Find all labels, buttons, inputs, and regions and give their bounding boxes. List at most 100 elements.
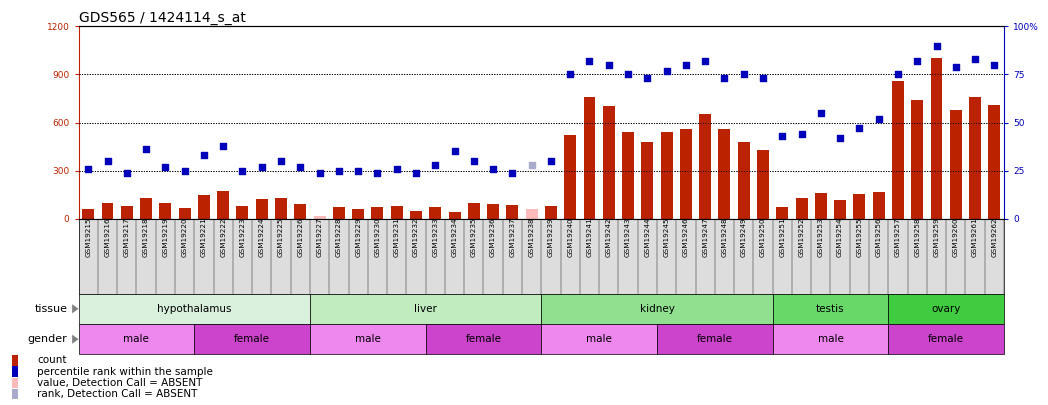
Point [581, 58, 597, 64]
Bar [795, 198, 808, 219]
Point [851, 125, 868, 132]
Bar [79, 324, 194, 354]
Bar [237, 206, 248, 219]
Bar [467, 202, 480, 219]
Bar [12, 389, 19, 399]
Bar [757, 150, 769, 219]
Bar [889, 324, 1004, 354]
Text: male: male [586, 334, 612, 344]
Point [100, 158, 116, 164]
Bar [12, 355, 19, 366]
Bar [892, 81, 904, 219]
Point [254, 164, 270, 170]
Bar [834, 200, 846, 219]
Bar [410, 211, 422, 219]
Text: female: female [465, 334, 501, 344]
Point [639, 75, 656, 81]
Point [677, 62, 694, 68]
Bar [815, 193, 827, 219]
Polygon shape [72, 335, 79, 344]
Point [619, 71, 636, 78]
Text: female: female [929, 334, 964, 344]
Point [793, 131, 810, 137]
Bar [391, 206, 402, 219]
Point [736, 71, 752, 78]
Bar [889, 294, 1004, 324]
Point [176, 167, 193, 174]
Bar [931, 58, 942, 219]
Bar [352, 209, 364, 219]
Point [485, 165, 502, 172]
Point [562, 71, 578, 78]
Point [118, 169, 135, 176]
Bar [719, 129, 730, 219]
Bar [12, 367, 19, 377]
Point [215, 142, 232, 149]
Bar [660, 132, 673, 219]
Point [909, 58, 925, 64]
Bar [159, 203, 171, 219]
Text: gender: gender [27, 334, 67, 344]
Bar [545, 206, 556, 219]
Bar [777, 207, 788, 219]
Text: ovary: ovary [932, 304, 961, 314]
Bar [430, 207, 441, 219]
Bar [623, 132, 634, 219]
Point [832, 134, 849, 141]
Point [234, 167, 250, 174]
Text: rank, Detection Call = ABSENT: rank, Detection Call = ABSENT [38, 389, 198, 399]
Polygon shape [72, 304, 79, 313]
Point [311, 169, 328, 176]
Bar [256, 199, 267, 219]
Bar [988, 105, 1001, 219]
Text: count: count [38, 356, 67, 365]
Text: value, Detection Call = ABSENT: value, Detection Call = ABSENT [38, 378, 203, 388]
Point [80, 165, 96, 172]
Point [716, 75, 733, 81]
Bar [564, 135, 576, 219]
Bar [487, 204, 499, 219]
Text: male: male [817, 334, 844, 344]
Point [196, 152, 213, 158]
Bar [178, 208, 191, 219]
Point [947, 64, 964, 70]
Bar [12, 377, 19, 388]
Point [966, 56, 983, 62]
Bar [641, 142, 653, 219]
Point [658, 67, 675, 74]
Bar [313, 216, 326, 219]
Point [697, 58, 714, 64]
Bar [140, 198, 152, 219]
Point [465, 158, 482, 164]
Bar [738, 142, 749, 219]
Point [137, 146, 154, 153]
Bar [584, 97, 595, 219]
Point [157, 164, 174, 170]
Point [350, 167, 367, 174]
Point [446, 148, 463, 155]
Point [504, 169, 521, 176]
Bar [121, 206, 133, 219]
Point [870, 115, 887, 122]
Bar [541, 324, 657, 354]
Bar [82, 209, 94, 219]
Bar [772, 294, 889, 324]
Bar [310, 294, 541, 324]
Point [369, 169, 386, 176]
Point [929, 43, 945, 49]
Point [427, 162, 443, 168]
Text: hypothalamus: hypothalamus [157, 304, 232, 314]
Bar [912, 100, 923, 219]
Bar [541, 294, 772, 324]
Text: male: male [124, 334, 150, 344]
Point [755, 75, 771, 81]
Point [890, 71, 907, 78]
Bar [425, 324, 541, 354]
Bar [449, 212, 460, 219]
Text: tissue: tissue [35, 304, 67, 314]
Bar [680, 129, 692, 219]
Bar [79, 294, 310, 324]
Bar [526, 209, 538, 219]
Bar [506, 205, 519, 219]
Bar [310, 324, 425, 354]
